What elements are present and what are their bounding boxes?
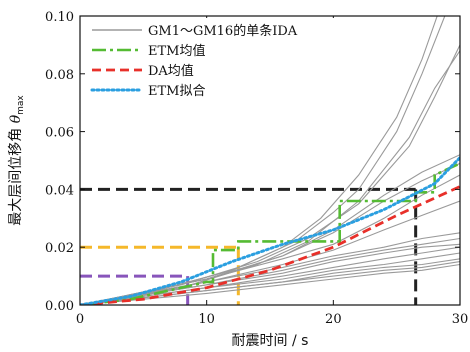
y-tick-label: 0.04 [45,183,74,198]
legend-label-4: ETM拟合 [148,84,205,99]
series-layer [80,16,460,305]
ida-curve-gm5 [80,154,460,305]
plot-frame [79,15,461,306]
legend-label-1: GM1～GM16的单条IDA [148,23,298,39]
legend: GM1～GM16的单条IDA ETM均值 DA均值 ETM拟合 [86,18,354,108]
y-axis-title-subscript: max [16,95,26,115]
x-tick-label: 30 [452,312,469,327]
y-tick-label: 0.02 [45,241,74,256]
ida-curve-gm16 [80,263,460,305]
legend-box [86,18,354,108]
x-tick-label: 10 [198,312,215,327]
legend-label-2: ETM均值 [148,43,205,59]
ida-curve-gm15 [80,261,460,305]
ida-curve-gm11 [80,243,460,305]
axes: 0 10 20 30 0.00 0.02 0.04 0.06 0.08 0.10 [45,10,468,327]
x-tick-label: 0 [76,312,84,327]
series-line-3 [80,185,460,305]
x-tick-label: 20 [325,312,342,327]
axis-labels: 耐震时间 / s 最大层间位移角 θmax [8,95,308,349]
legend-label-3: DA均值 [148,63,194,79]
ida-curve-gm7 [80,174,460,305]
y-axis-title-symbol: θ [8,114,24,123]
y-axis-title-main: 最大层间位移角 [8,123,24,225]
y-tick-label: 0.10 [45,10,74,25]
x-axis-title: 耐震时间 / s [232,333,309,349]
reference-lines [80,187,418,305]
y-tick-label: 0.06 [45,126,74,141]
series-line-4 [80,156,460,305]
y-tick-label: 0.08 [45,68,74,83]
y-axis-title: 最大层间位移角 θmax [8,95,26,226]
y-tick-label: 0.00 [45,299,74,314]
